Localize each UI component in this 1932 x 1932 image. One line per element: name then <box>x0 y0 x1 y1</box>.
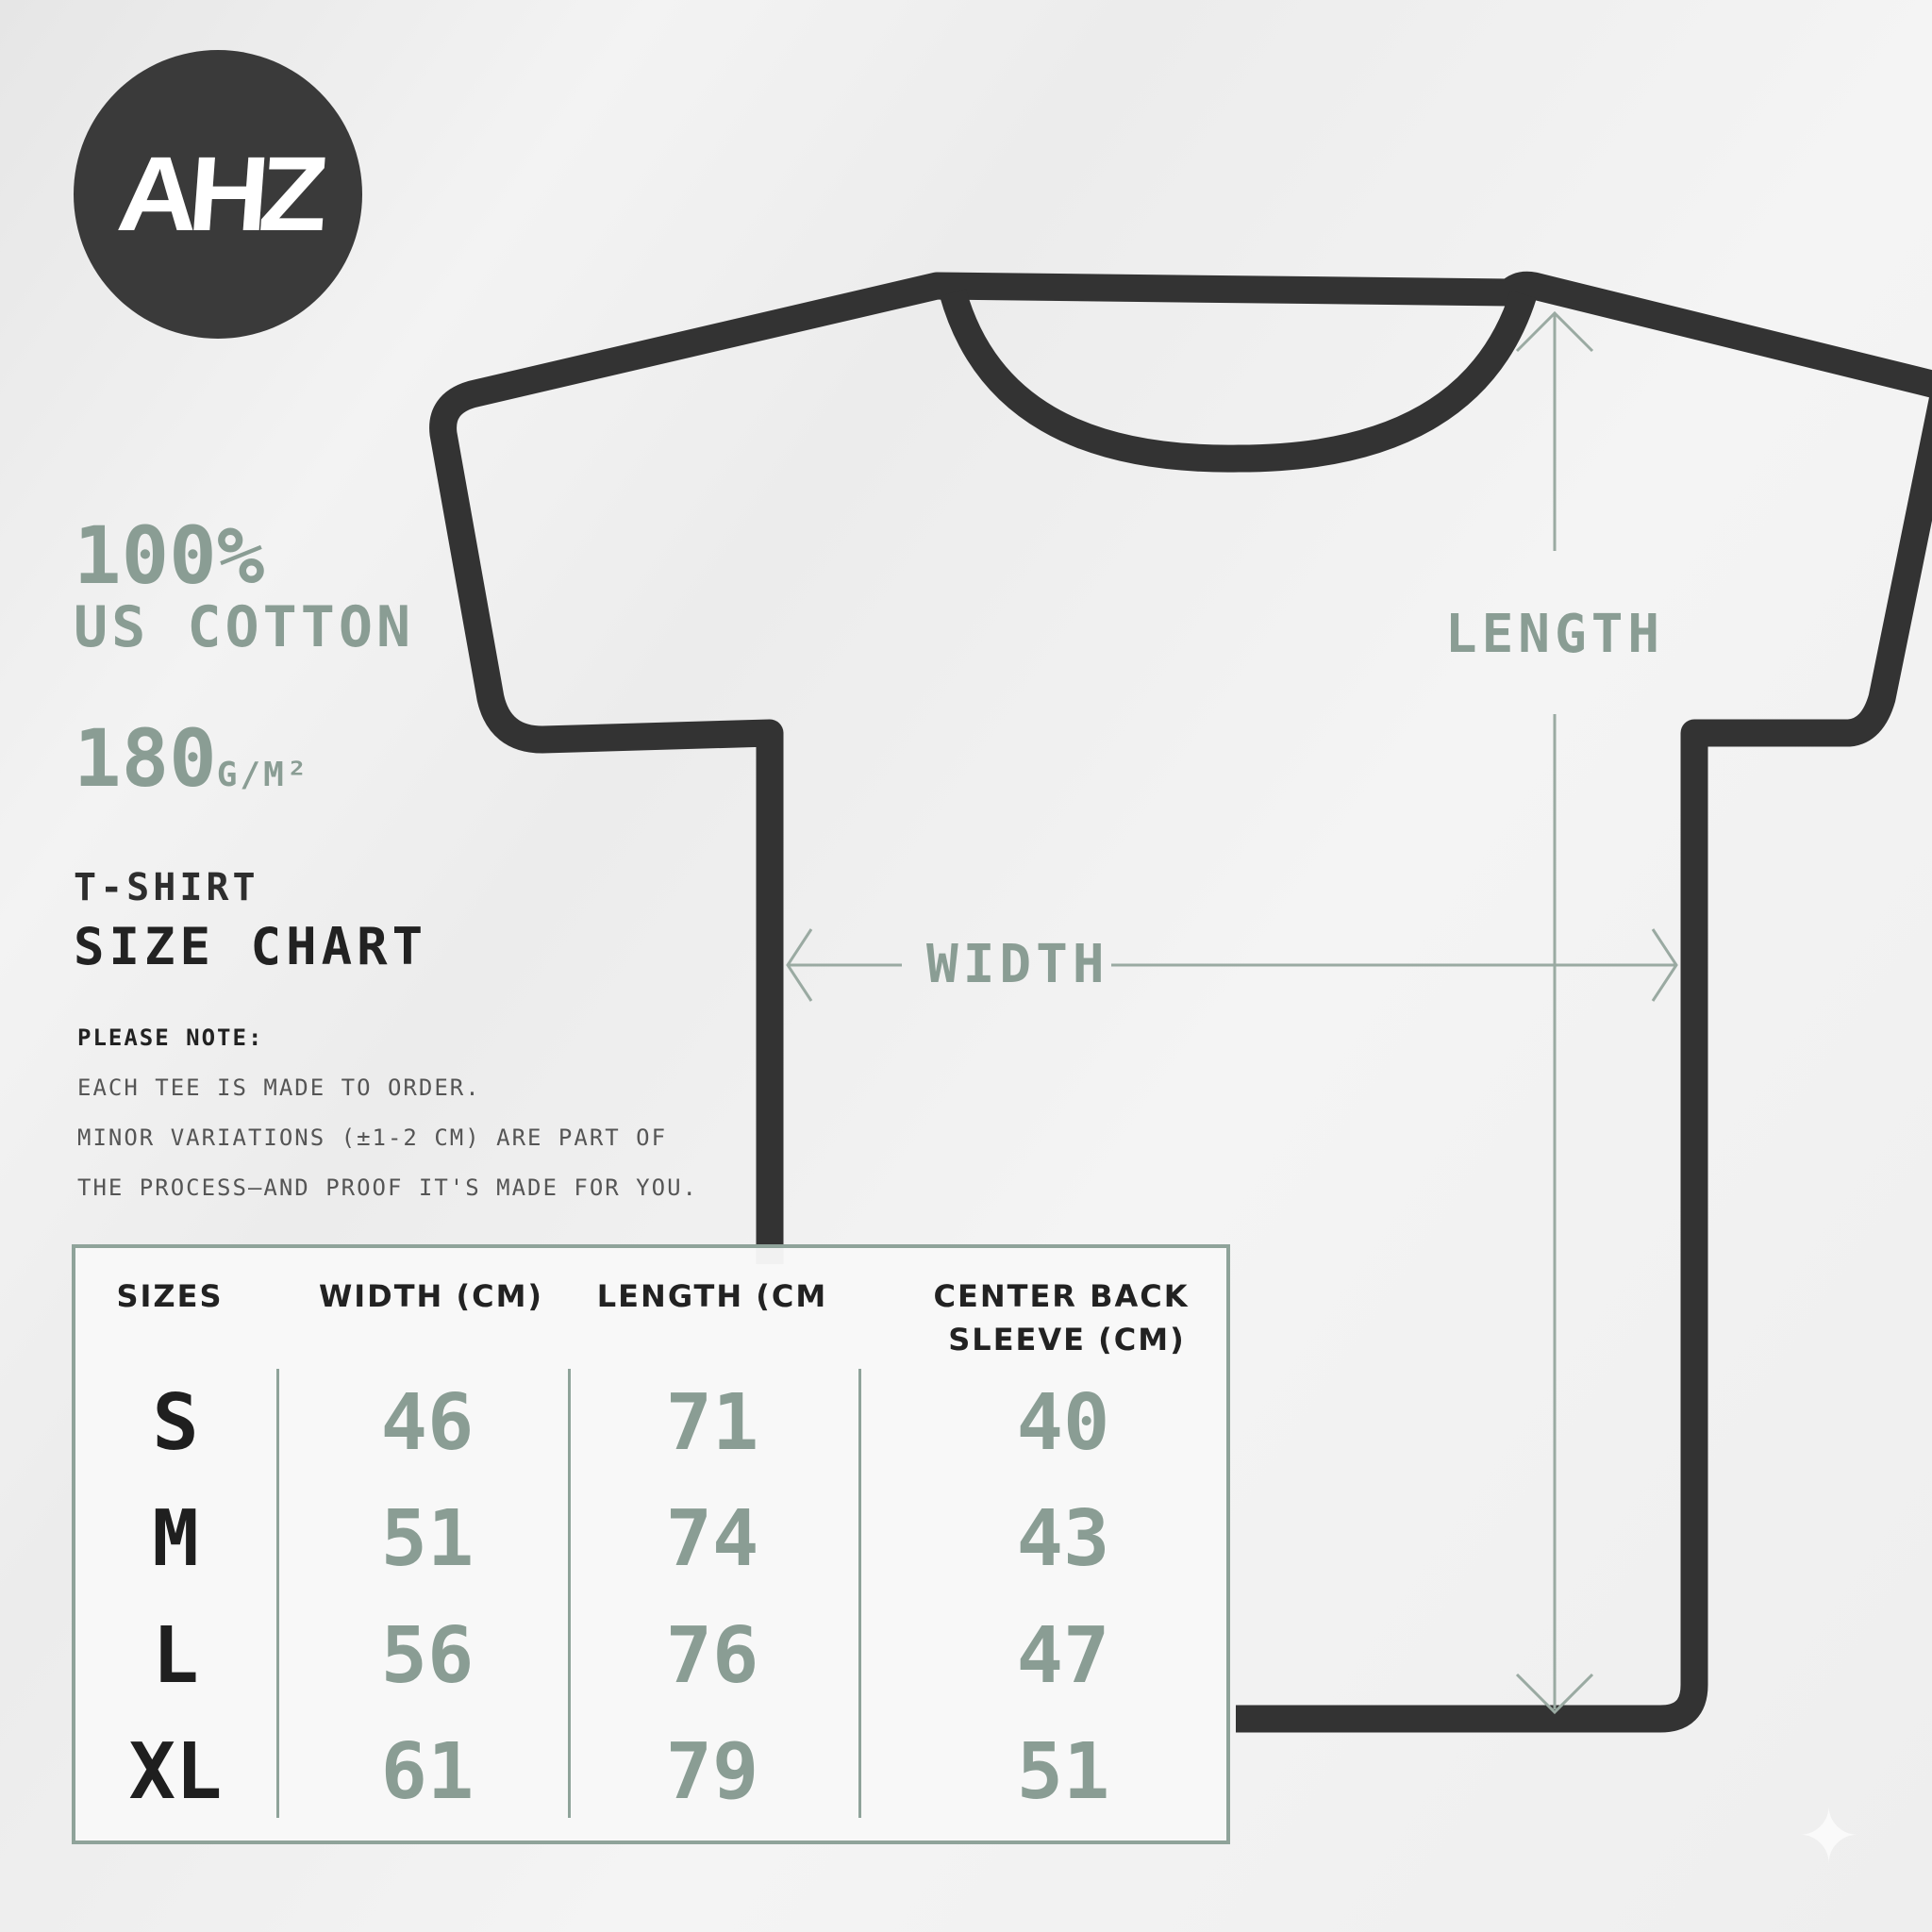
page-title: SIZE CHART <box>74 917 428 976</box>
sleeve-cell: 43 <box>1016 1494 1110 1584</box>
column-divider <box>276 1369 279 1818</box>
length-cell: 74 <box>665 1494 759 1584</box>
fabric-weight: 180G/M² <box>74 712 309 805</box>
weight-value: 180 <box>74 712 217 805</box>
sleeve-cell: 40 <box>1016 1378 1110 1468</box>
sleeve-cell: 47 <box>1016 1611 1110 1701</box>
note-line: MINOR VARIATIONS (±1-2 CM) ARE PART OF <box>77 1124 668 1151</box>
note-line: THE PROCESS—AND PROOF IT'S MADE FOR YOU. <box>77 1174 698 1201</box>
header-sleeve-1: CENTER BACK <box>933 1278 1190 1314</box>
width-cell: 46 <box>380 1378 475 1468</box>
sleeve-cell: 51 <box>1016 1727 1110 1817</box>
size-cell: XL <box>128 1727 223 1817</box>
column-divider <box>858 1369 861 1818</box>
header-sizes: SIZES <box>116 1278 224 1314</box>
header-width: WIDTH (CM) <box>318 1278 544 1314</box>
weight-unit: G/M² <box>216 756 310 794</box>
brand-logo: AHZ <box>74 50 362 339</box>
width-cell: 51 <box>380 1494 475 1584</box>
length-cell: 79 <box>665 1727 759 1817</box>
size-cell: S <box>152 1378 199 1468</box>
header-sleeve-2: SLEEVE (CM) <box>948 1322 1186 1357</box>
note-line: EACH TEE IS MADE TO ORDER. <box>77 1074 481 1101</box>
cotton-percent: 100% <box>74 509 265 602</box>
width-label: WIDTH <box>926 934 1109 995</box>
size-cell: M <box>152 1494 199 1584</box>
length-arrow <box>1515 310 1594 1715</box>
tshirt-outline <box>429 271 1932 1733</box>
note-heading: PLEASE NOTE: <box>77 1024 264 1051</box>
length-cell: 76 <box>665 1611 759 1701</box>
size-cell: L <box>152 1611 199 1701</box>
fabric-label: US COTTON <box>74 594 415 660</box>
width-cell: 61 <box>380 1727 475 1817</box>
size-table: SIZES WIDTH (CM) LENGTH (CM CENTER BACK … <box>72 1244 1230 1844</box>
tshirt-neckline <box>940 289 1537 473</box>
sparkle-icon: ✦ <box>1797 1792 1861 1880</box>
column-divider <box>568 1369 571 1818</box>
title-line1: T-SHIRT <box>74 866 259 909</box>
length-cell: 71 <box>665 1378 759 1468</box>
length-label: LENGTH <box>1444 604 1665 665</box>
header-length: LENGTH (CM <box>596 1278 828 1314</box>
width-arrow <box>786 928 1678 1002</box>
width-cell: 56 <box>380 1611 475 1701</box>
